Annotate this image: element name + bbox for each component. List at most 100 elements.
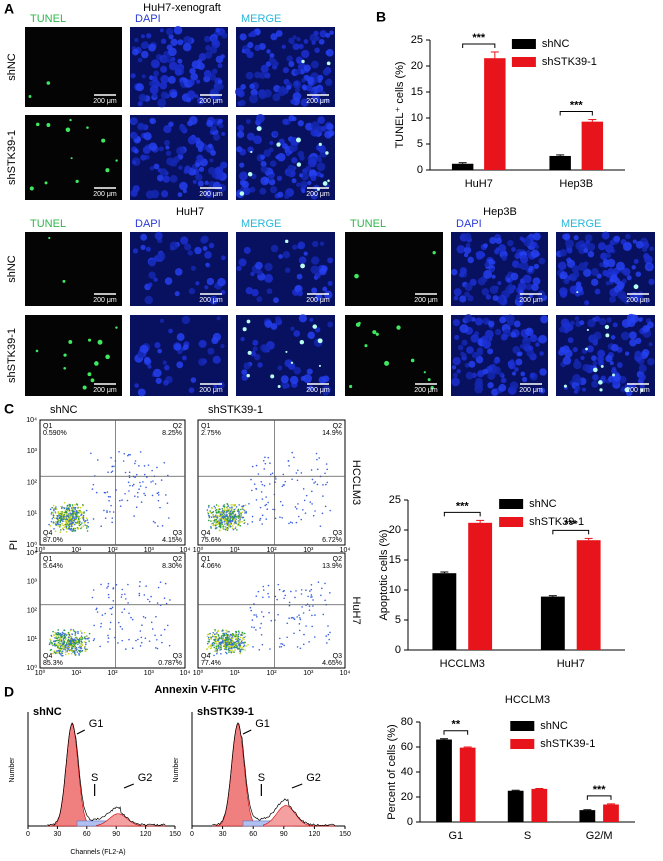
event-dot bbox=[220, 646, 222, 649]
event-dot bbox=[55, 633, 58, 636]
event-dot bbox=[234, 527, 237, 530]
event-dot bbox=[54, 512, 57, 514]
event-dot bbox=[231, 632, 234, 635]
event-dot bbox=[60, 639, 63, 642]
nucleus bbox=[580, 355, 585, 361]
event-dot bbox=[60, 518, 62, 521]
nucleus bbox=[282, 67, 289, 74]
event-dot bbox=[310, 588, 313, 591]
event-dot bbox=[281, 643, 284, 645]
nucleus bbox=[203, 69, 212, 78]
event-dot bbox=[210, 506, 213, 509]
nucleus bbox=[487, 348, 494, 355]
event-dot bbox=[86, 635, 88, 638]
event-dot bbox=[325, 635, 328, 637]
nucleus bbox=[204, 189, 213, 198]
nucleus bbox=[187, 135, 197, 145]
quadrant-name: Q3 bbox=[173, 653, 182, 660]
nucleus bbox=[501, 255, 508, 261]
event-dot bbox=[238, 504, 241, 506]
nucleus bbox=[631, 265, 636, 270]
nucleus bbox=[139, 344, 149, 354]
event-dot bbox=[121, 499, 123, 501]
event-dot bbox=[85, 641, 87, 644]
event-dot bbox=[267, 584, 270, 587]
event-dot bbox=[327, 633, 330, 636]
event-dot bbox=[208, 640, 210, 643]
bar bbox=[603, 804, 619, 822]
x-tick-label: 10¹ bbox=[230, 670, 241, 677]
event-dot bbox=[118, 450, 120, 453]
event-dot bbox=[238, 647, 240, 650]
peak-label: G2 bbox=[138, 772, 153, 784]
nucleus bbox=[301, 49, 310, 59]
nucleus bbox=[594, 315, 601, 322]
nucleus bbox=[241, 369, 248, 376]
nucleus bbox=[250, 30, 257, 38]
nucleus bbox=[168, 61, 178, 71]
event-dot bbox=[156, 466, 158, 469]
event-dot bbox=[87, 521, 89, 524]
flow-plot bbox=[197, 552, 346, 669]
event-dot bbox=[227, 520, 229, 522]
event-dot bbox=[218, 647, 220, 650]
event-dot bbox=[155, 647, 157, 649]
nucleus bbox=[484, 329, 494, 339]
significance-bracket bbox=[552, 529, 590, 535]
event-dot bbox=[229, 525, 232, 528]
nucleus bbox=[584, 234, 593, 243]
event-dot bbox=[80, 643, 83, 645]
event-dot bbox=[258, 648, 261, 651]
event-dot bbox=[272, 508, 274, 511]
event-dot bbox=[212, 522, 214, 524]
event-dot bbox=[237, 635, 240, 638]
nucleus bbox=[511, 371, 517, 376]
event-dot bbox=[237, 633, 240, 636]
event-dot bbox=[211, 644, 214, 647]
event-dot bbox=[123, 608, 126, 610]
nucleus bbox=[609, 295, 616, 303]
event-dot bbox=[77, 520, 79, 522]
event-dot bbox=[154, 483, 157, 485]
event-dot bbox=[262, 615, 265, 618]
nucleus bbox=[649, 246, 654, 251]
nucleus bbox=[509, 381, 519, 390]
event-dot bbox=[65, 518, 68, 520]
nucleus bbox=[237, 124, 245, 132]
nucleus bbox=[179, 181, 188, 191]
nucleus bbox=[579, 320, 585, 326]
tunel-spot bbox=[325, 151, 329, 155]
event-dot bbox=[82, 637, 85, 640]
nucleus bbox=[506, 277, 511, 282]
event-dot bbox=[73, 638, 76, 640]
event-dot bbox=[107, 585, 109, 588]
nucleus bbox=[507, 361, 516, 370]
event-dot bbox=[208, 646, 210, 648]
nucleus bbox=[178, 165, 183, 171]
event-dot bbox=[67, 640, 69, 642]
event-dot bbox=[211, 634, 214, 636]
event-dot bbox=[107, 637, 110, 639]
event-dot bbox=[53, 634, 55, 636]
nucleus bbox=[466, 346, 474, 354]
event-dot bbox=[241, 631, 244, 634]
tunel-spot bbox=[598, 380, 603, 385]
nucleus bbox=[316, 162, 326, 171]
event-dot bbox=[61, 650, 64, 652]
event-dot bbox=[242, 633, 245, 635]
event-dot bbox=[222, 511, 225, 514]
event-dot bbox=[81, 632, 83, 634]
event-dot bbox=[69, 512, 72, 515]
event-dot bbox=[163, 461, 166, 464]
event-dot bbox=[69, 641, 72, 643]
event-dot bbox=[225, 629, 227, 632]
nucleus bbox=[285, 152, 291, 157]
event-dot bbox=[229, 647, 231, 650]
event-dot bbox=[62, 637, 65, 640]
nucleus bbox=[250, 271, 255, 277]
nucleus bbox=[456, 369, 461, 374]
event-dot bbox=[251, 619, 254, 621]
y-tick-label: 20 bbox=[411, 60, 423, 72]
event-dot bbox=[242, 508, 244, 511]
event-dot bbox=[303, 499, 306, 502]
